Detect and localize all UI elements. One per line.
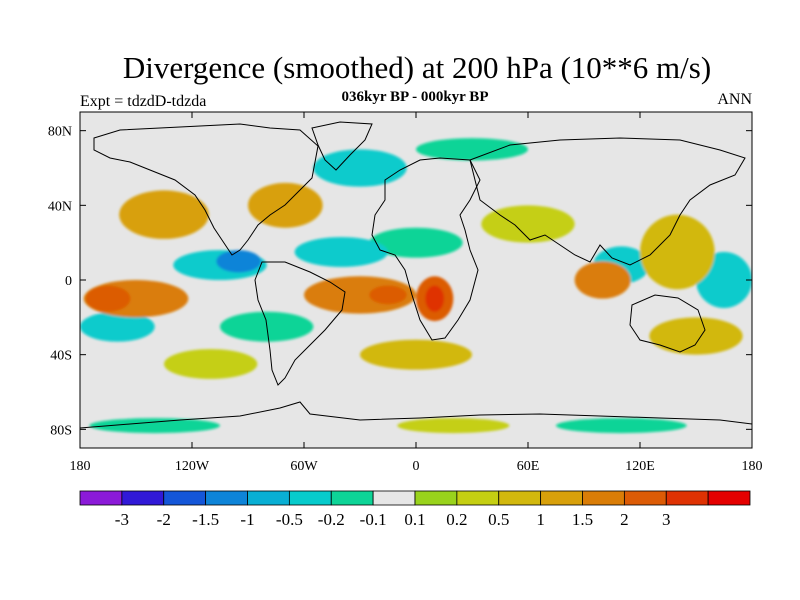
coastline-europe-africa [371,157,481,341]
coastline-greenland [311,121,373,171]
anomaly-blob-26 [425,285,444,312]
anomaly-blob-3 [556,418,687,434]
lon-tick-label: 60W [290,459,318,474]
lon-tick-label: 60E [517,459,540,474]
coastline-australia [629,294,706,353]
colorbar: -3 -2 -1.5 -1 -0.5 -0.2 -0.1 0.1 0.2 0.5 1 1.5 2 3 [79,490,751,529]
lat-tick-label: 0 [65,274,72,289]
colorbar-label: 0.1 [404,510,425,529]
anomaly-blob-15 [360,339,472,370]
lat-tick-label: 40S [50,349,72,364]
colorbar-swatch-14 [665,490,709,506]
anomaly-blob-14 [640,214,715,290]
anomaly-blob-23 [85,285,131,312]
colorbar-swatch-9 [456,490,500,506]
anomaly-blob-6 [164,349,258,379]
colorbar-swatch-7 [372,490,416,506]
coastline-asia [469,137,746,266]
colorbar-swatch-10 [498,490,542,506]
colorbar-label: -1.5 [192,510,219,529]
anomaly-blob-24 [369,285,407,305]
anomaly-blob-1 [416,138,528,161]
coastline-north-america [93,123,319,256]
lon-tick-label: 120E [625,459,655,474]
anomaly-blob-5 [481,205,575,243]
anomaly-blob-16 [649,317,743,355]
experiment-label: Expt = tdzdD-tdzda [80,93,207,110]
colorbar-swatch-15 [707,490,751,506]
colorbar-swatch-11 [540,490,583,506]
anomaly-blob-22 [574,261,631,299]
colorbar-swatch-4 [247,490,290,506]
coastline-south-america [254,261,346,386]
map-background [80,112,752,448]
colorbar-swatch-8 [414,490,458,506]
anomaly-blob-13 [313,149,407,187]
plot-title: Divergence (smoothed) at 200 hPa (10**6 … [122,50,712,85]
lon-tick-label: 120W [175,459,210,474]
plot-subtitle: 036kyr BP - 000kyr BP [341,89,489,105]
colorbar-label: -0.5 [276,510,303,529]
colorbar-label: -0.1 [360,510,387,529]
coastline-antarctica [80,401,752,429]
colorbar-label: 0.5 [488,510,509,529]
colorbar-swatch-2 [163,490,207,506]
anomaly-blob-4 [369,227,463,258]
lon-tick-label: 180 [742,459,763,474]
colorbar-swatch-3 [205,490,248,506]
colorbar-label: 1 [536,510,545,529]
lon-tick-label: 0 [413,459,420,474]
anomaly-blob-9 [294,237,389,267]
anomaly-blob-10 [80,311,155,342]
longitude-axis: 180 120W 60W 0 60E 120E 180 [70,112,763,474]
colorbar-swatch-12 [582,490,625,506]
colorbar-label: 3 [662,510,671,529]
lon-tick-label: 180 [70,459,91,474]
colorbar-label: -0.2 [318,510,345,529]
anomaly-blob-17 [119,190,209,239]
anomaly-blob-7 [397,418,510,434]
anomaly-blob-2 [89,418,220,434]
colorbar-swatch-13 [623,490,667,506]
colorbar-swatch-0 [79,490,123,506]
latitude-axis: 80N 40N 0 40S 80S [48,125,752,438]
lat-tick-label: 40N [48,199,72,214]
anomaly-blob-19 [216,250,262,273]
colorbar-label: 1.5 [572,510,593,529]
colorbar-swatch-5 [288,490,332,506]
season-label: ANN [717,91,752,108]
colorbar-label: 2 [620,510,629,529]
coastlines [80,121,752,429]
colorbar-swatch-1 [121,490,165,506]
colorbar-label: -1 [240,510,254,529]
colorbar-label: -2 [157,510,171,529]
lat-tick-label: 80S [50,423,72,438]
colorbar-label: -3 [115,510,129,529]
colorbar-label: 0.2 [446,510,467,529]
colorbar-swatch-6 [330,490,374,506]
lat-tick-label: 80N [48,125,72,140]
